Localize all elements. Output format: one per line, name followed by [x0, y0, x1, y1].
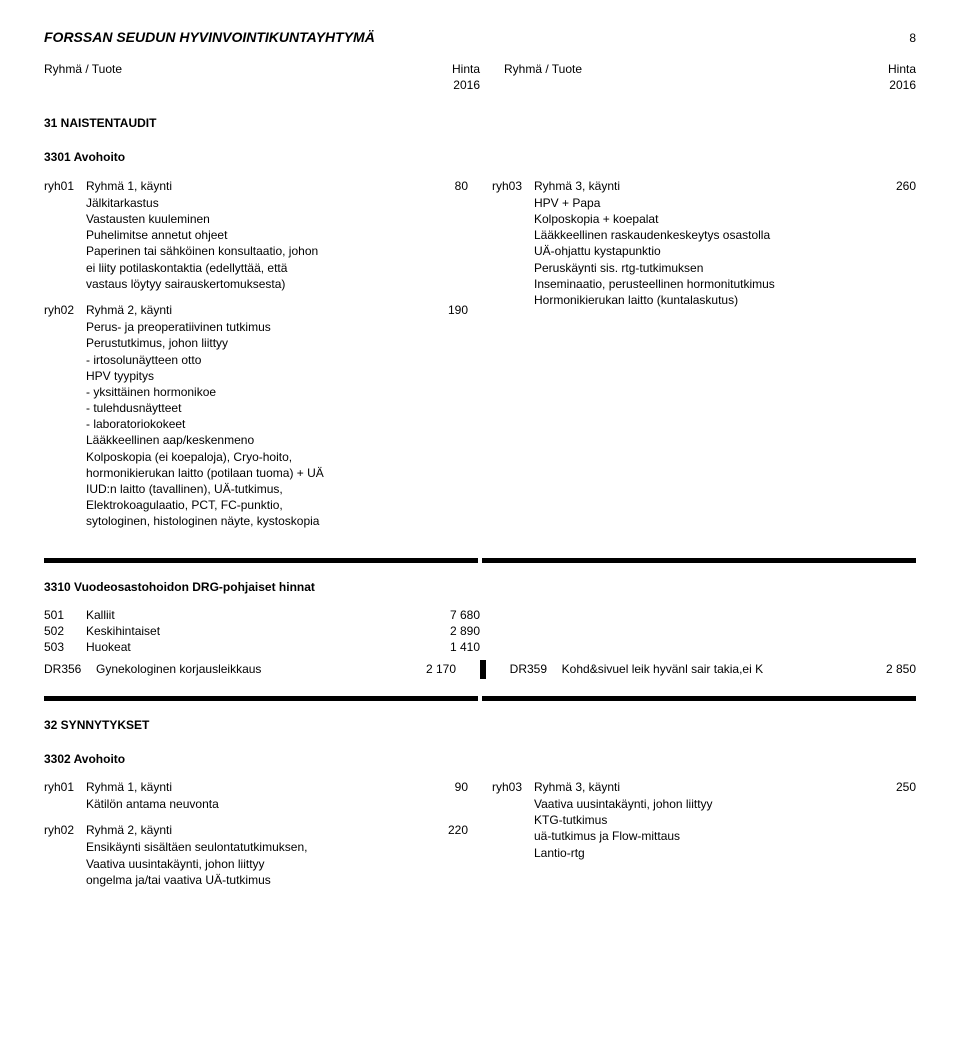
- group-title: Ryhmä 2, käynti: [86, 302, 420, 318]
- drg-price: 2 890: [420, 623, 480, 639]
- dr-label: Gynekologinen korjausleikkaus: [96, 661, 396, 677]
- col-label-price: Hinta: [856, 61, 916, 77]
- drg-code: 503: [44, 639, 86, 655]
- group-code: ryh01: [44, 178, 86, 292]
- price-group: ryh02Ryhmä 2, käynti220Ensikäynti sisält…: [44, 822, 468, 888]
- group-price: 90: [420, 779, 468, 795]
- page-number: 8: [909, 30, 916, 46]
- section-title: 31 NAISTENTAUDIT: [44, 115, 916, 131]
- group-title: Ryhmä 3, käynti: [534, 779, 868, 795]
- subsection-title: 3302 Avohoito: [44, 751, 916, 767]
- group-description: Perus- ja preoperatiivinen tutkimus Peru…: [86, 319, 468, 529]
- section-separator: [44, 696, 916, 701]
- group-description: HPV + Papa Kolposkopia + koepalat Lääkke…: [534, 195, 916, 308]
- price-group: ryh01Ryhmä 1, käynti80Jälkitarkastus Vas…: [44, 178, 468, 292]
- drg-label: Huokeat: [86, 639, 420, 655]
- org-title: FORSSAN SEUDUN HYVINVOINTIKUNTAYHTYMÄ: [44, 28, 960, 47]
- drg-code: 502: [44, 623, 86, 639]
- drg-row: 502Keskihintaiset2 890: [44, 623, 480, 639]
- dr-code: DR359: [510, 661, 562, 677]
- drg-label: Keskihintaiset: [86, 623, 420, 639]
- group-title: Ryhmä 1, käynti: [86, 779, 420, 795]
- dr-price: 2 170: [396, 661, 456, 677]
- group-price: 250: [868, 779, 916, 795]
- dr-code: DR356: [44, 661, 96, 677]
- drg-row: 503Huokeat1 410: [44, 639, 480, 655]
- subsection-title: 3301 Avohoito: [44, 149, 916, 165]
- group-description: Kätilön antama neuvonta: [86, 796, 468, 812]
- drg-price: 1 410: [420, 639, 480, 655]
- group-title: Ryhmä 3, käynti: [534, 178, 868, 194]
- group-price: 220: [420, 822, 468, 838]
- drg-code: 501: [44, 607, 86, 623]
- column-divider: [480, 660, 486, 678]
- col-label-year: 2016: [420, 77, 480, 93]
- price-group: ryh02Ryhmä 2, käynti190Perus- ja preoper…: [44, 302, 468, 530]
- price-group: ryh03Ryhmä 3, käynti260HPV + Papa Kolpos…: [492, 178, 916, 309]
- group-description: Jälkitarkastus Vastausten kuuleminen Puh…: [86, 195, 468, 292]
- group-code: ryh03: [492, 178, 534, 309]
- col-label-group: Ryhmä / Tuote: [44, 61, 420, 93]
- drg-row: 501Kalliit7 680: [44, 607, 480, 623]
- group-code: ryh03: [492, 779, 534, 861]
- dr-label: Kohd&sivuel leik hyvänl sair takia,ei K: [562, 661, 856, 677]
- section-title: 32 SYNNYTYKSET: [44, 717, 916, 733]
- group-price: 80: [420, 178, 468, 194]
- column-header-row: Ryhmä / Tuote Hinta 2016 Ryhmä / Tuote H…: [44, 61, 916, 93]
- drg-label: Kalliit: [86, 607, 420, 623]
- group-description: Ensikäynti sisältäen seulontatutkimuksen…: [86, 839, 468, 888]
- group-code: ryh02: [44, 822, 86, 888]
- section-separator: [44, 558, 916, 563]
- group-code: ryh02: [44, 302, 86, 530]
- col-label-price: Hinta: [420, 61, 480, 77]
- group-code: ryh01: [44, 779, 86, 812]
- price-group: ryh01Ryhmä 1, käynti90Kätilön antama neu…: [44, 779, 468, 812]
- dr-price: 2 850: [856, 661, 916, 677]
- group-title: Ryhmä 1, käynti: [86, 178, 420, 194]
- col-label-group: Ryhmä / Tuote: [504, 61, 856, 93]
- group-price: 260: [868, 178, 916, 194]
- group-description: Vaativa uusintakäynti, johon liittyy KTG…: [534, 796, 916, 861]
- drg-price: 7 680: [420, 607, 480, 623]
- price-group: ryh03Ryhmä 3, käynti250Vaativa uusintakä…: [492, 779, 916, 861]
- drg-title: 3310 Vuodeosastohoidon DRG-pohjaiset hin…: [44, 579, 916, 595]
- group-title: Ryhmä 2, käynti: [86, 822, 420, 838]
- group-price: 190: [420, 302, 468, 318]
- col-label-year: 2016: [856, 77, 916, 93]
